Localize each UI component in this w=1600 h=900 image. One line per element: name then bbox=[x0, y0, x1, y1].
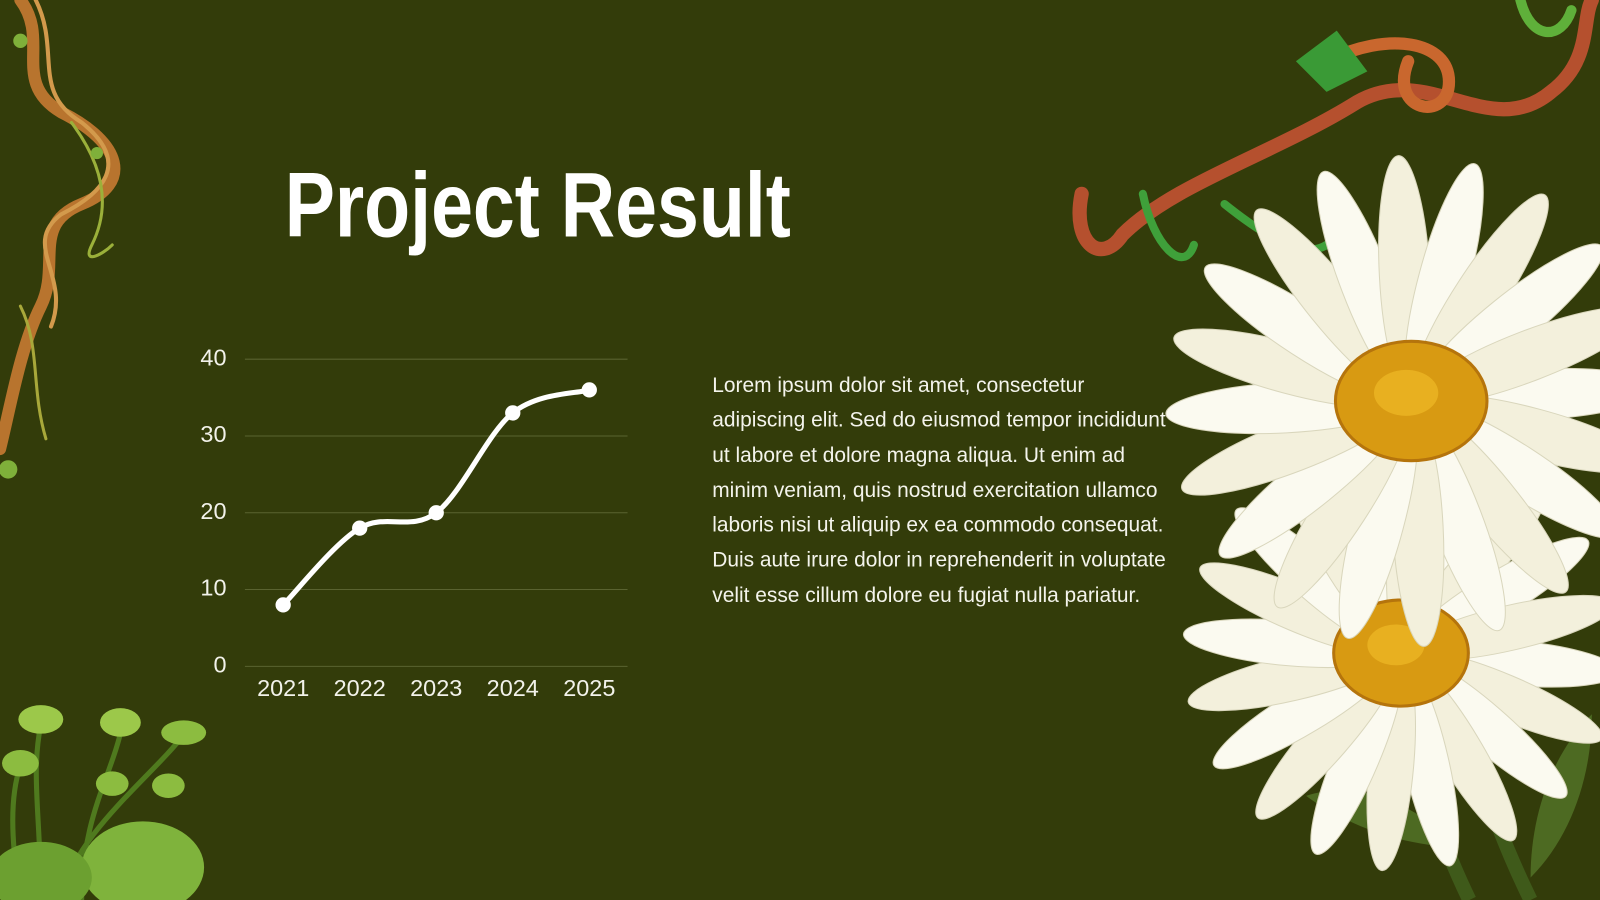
y-tick-label: 40 bbox=[200, 344, 226, 370]
point bbox=[275, 597, 291, 613]
y-tick-label: 10 bbox=[200, 575, 226, 601]
point bbox=[428, 505, 444, 521]
flower-decoration bbox=[1165, 155, 1600, 900]
x-tick-label: 2022 bbox=[334, 675, 386, 701]
body-container: Lorem ipsum dolor sit amet, consectetur … bbox=[712, 373, 1166, 607]
flower-center-inner bbox=[1373, 369, 1439, 416]
vine-decoration bbox=[0, 0, 121, 479]
plant-decoration bbox=[0, 705, 207, 900]
x-tick-label: 2023 bbox=[410, 675, 462, 701]
point bbox=[581, 382, 597, 398]
x-tick-label: 2025 bbox=[563, 675, 615, 701]
flower-center-inner bbox=[1367, 624, 1425, 666]
x-tick-label: 2021 bbox=[257, 675, 309, 701]
y-tick-label: 0 bbox=[213, 652, 226, 678]
point bbox=[505, 405, 521, 421]
chart: 0 10 20 30 40 2021 2022 2023 2024 2025 bbox=[200, 344, 628, 701]
slide-title: Project Result bbox=[285, 155, 791, 257]
y-tick-label: 20 bbox=[200, 498, 226, 524]
x-tick-label: 2024 bbox=[487, 675, 539, 701]
point bbox=[352, 520, 368, 536]
body-text: Lorem ipsum dolor sit amet, consectetur … bbox=[712, 373, 1166, 607]
y-tick-label: 30 bbox=[200, 421, 226, 447]
